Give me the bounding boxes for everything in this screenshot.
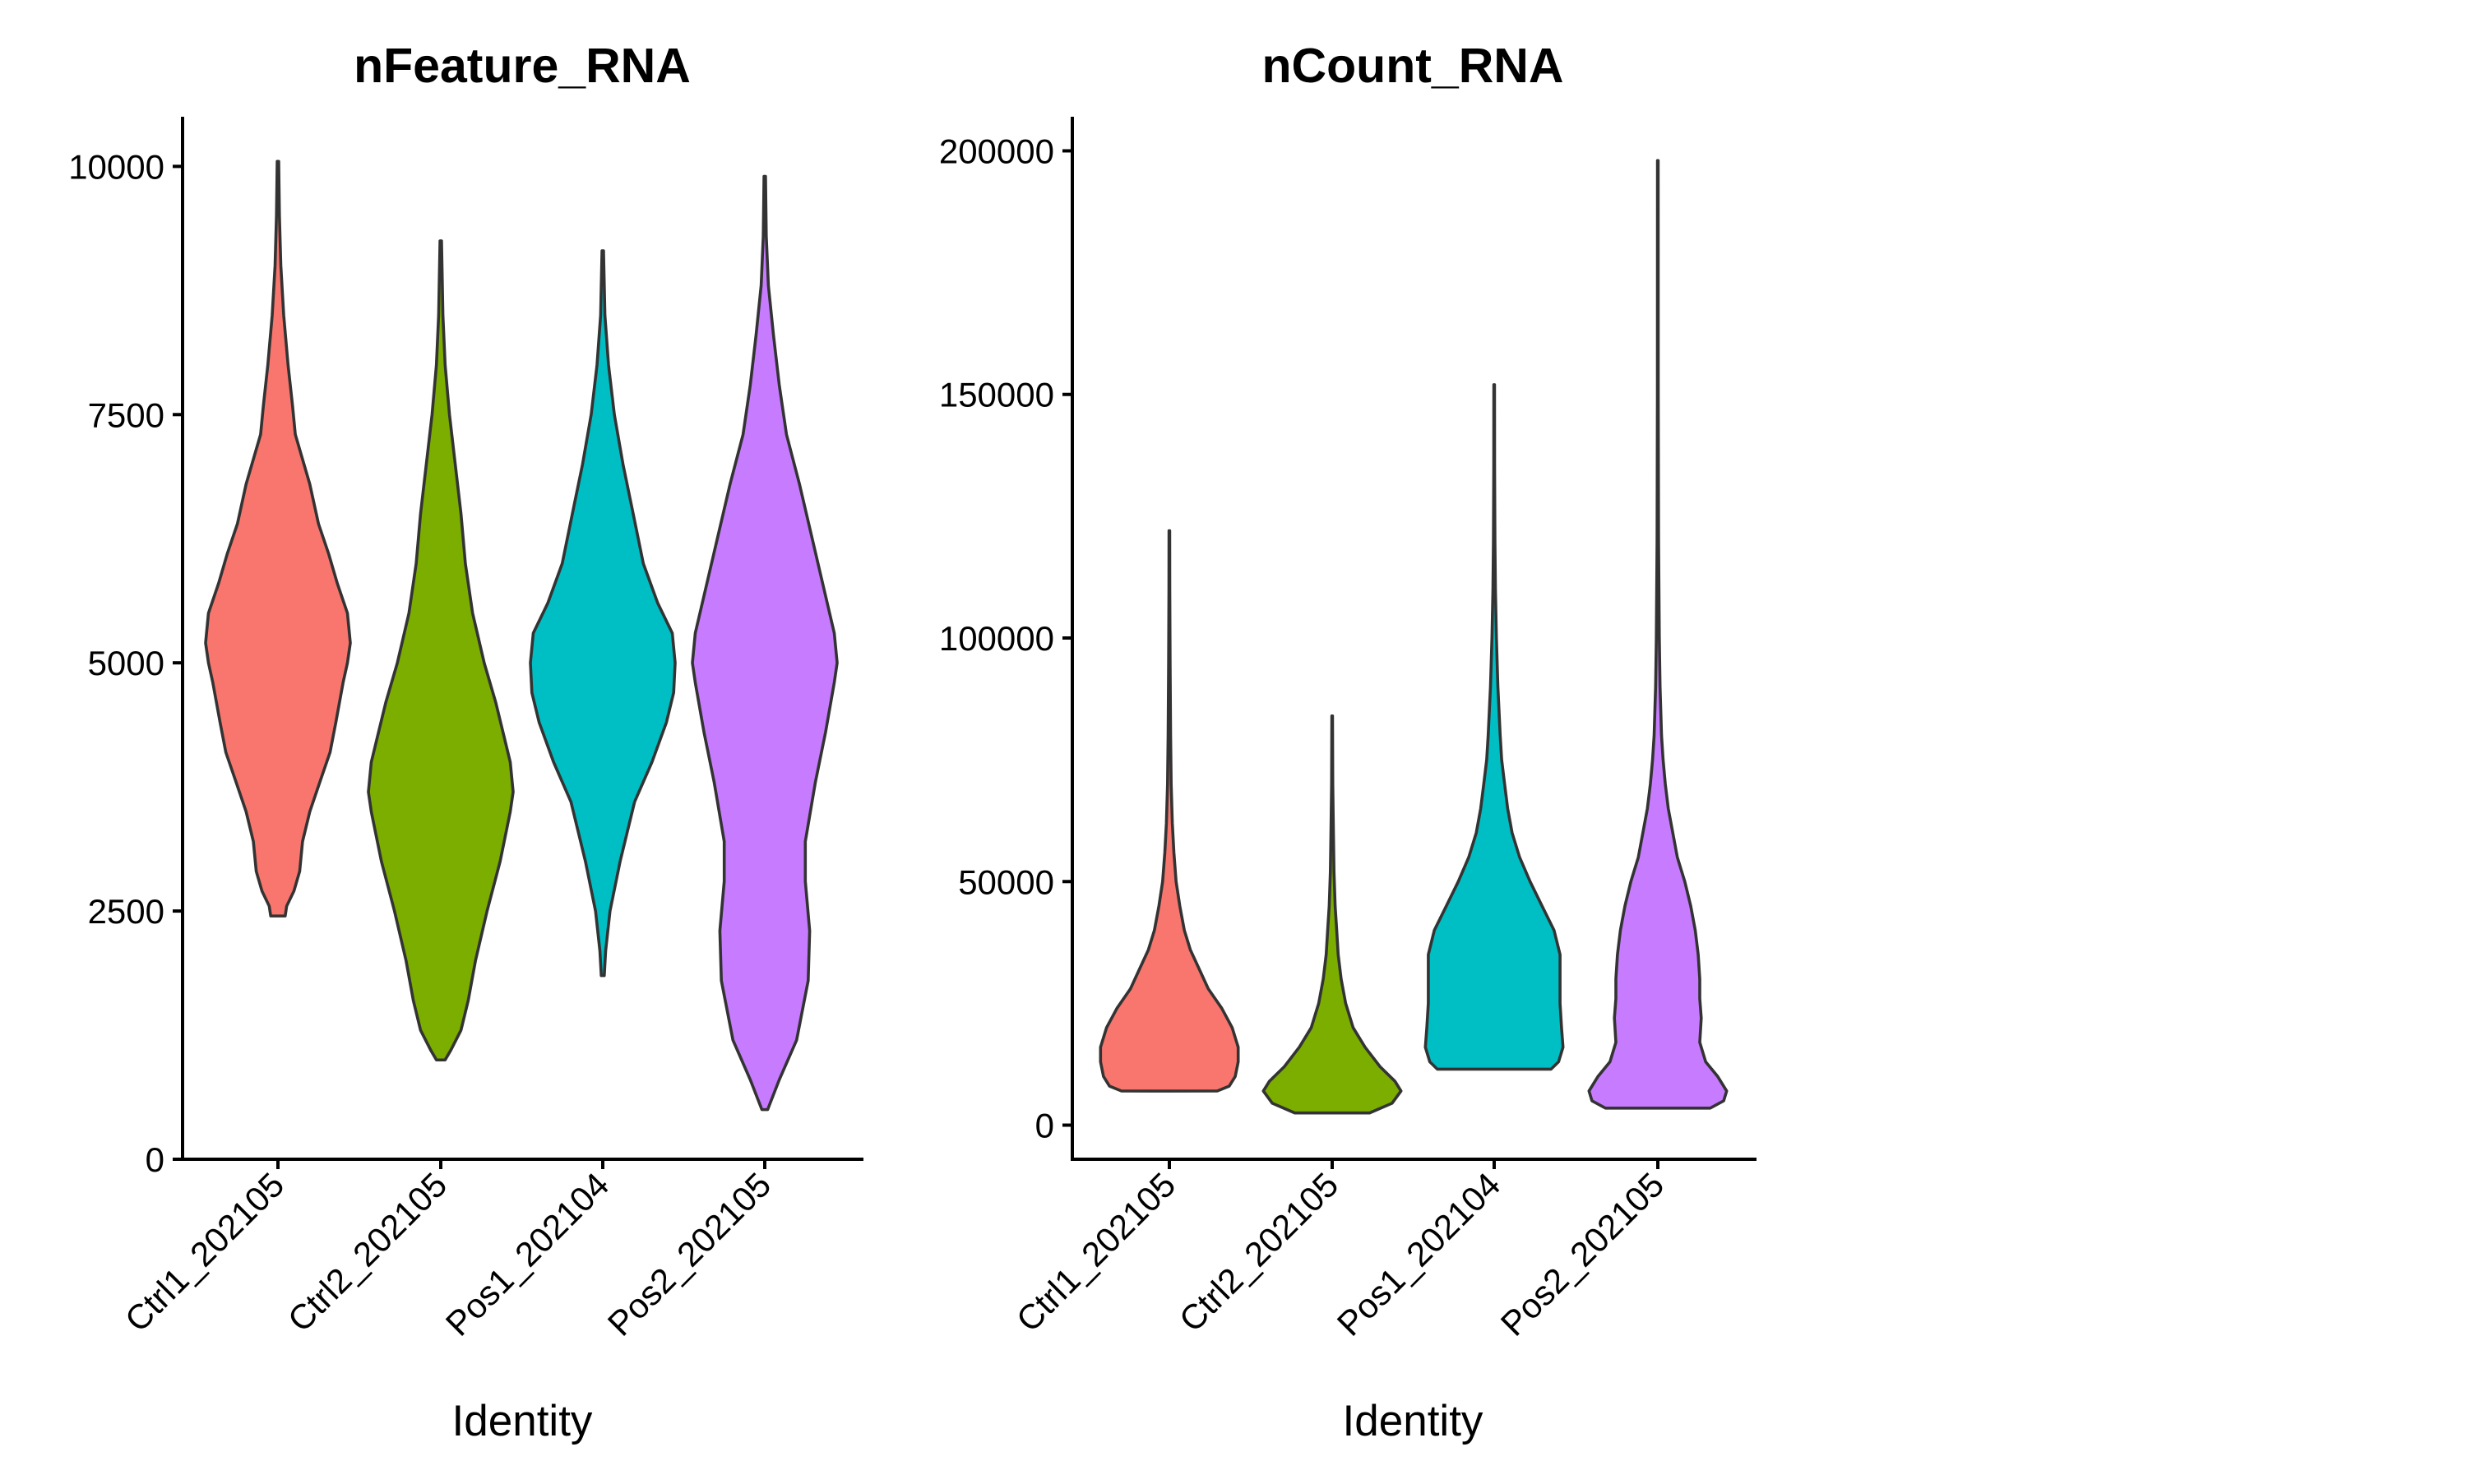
y-tick-label: 200000 bbox=[939, 132, 1054, 170]
violin-ctrl1_202105 bbox=[1099, 529, 1240, 1093]
y-tick-label: 10000 bbox=[68, 147, 164, 186]
y-tick-label: 5000 bbox=[88, 644, 164, 682]
y-tick-label: 50000 bbox=[958, 862, 1054, 901]
chart-title: nFeature_RNA bbox=[354, 39, 691, 93]
y-axis-ticks: 0 2500 5000 7500 10000 bbox=[68, 147, 183, 1179]
violin-ctrl2_202105 bbox=[367, 239, 515, 1062]
violin-group bbox=[204, 159, 839, 1112]
y-tick-label: 2500 bbox=[88, 892, 164, 931]
violin-group bbox=[1099, 159, 1729, 1115]
violin-ctrl1_202105 bbox=[204, 159, 352, 918]
violin-pos2_202105 bbox=[1587, 159, 1729, 1110]
x-axis-label: Identity bbox=[1343, 1397, 1483, 1445]
y-tick-label: 0 bbox=[146, 1140, 164, 1179]
chart-title: nCount_RNA bbox=[1261, 39, 1563, 93]
violin-pos2_202105 bbox=[691, 174, 839, 1112]
y-axis-ticks: 0 50000 100000 150000 200000 bbox=[939, 132, 1072, 1145]
x-axis-label: Identity bbox=[452, 1397, 593, 1445]
y-tick-label: 100000 bbox=[939, 619, 1054, 658]
y-tick-label: 150000 bbox=[939, 376, 1054, 414]
violin-ctrl2_202105 bbox=[1261, 714, 1403, 1115]
y-tick-label: 7500 bbox=[88, 395, 164, 434]
violin-pos1_202104 bbox=[529, 249, 677, 978]
violin-pos1_202104 bbox=[1423, 383, 1565, 1071]
y-tick-label: 0 bbox=[1035, 1107, 1054, 1145]
